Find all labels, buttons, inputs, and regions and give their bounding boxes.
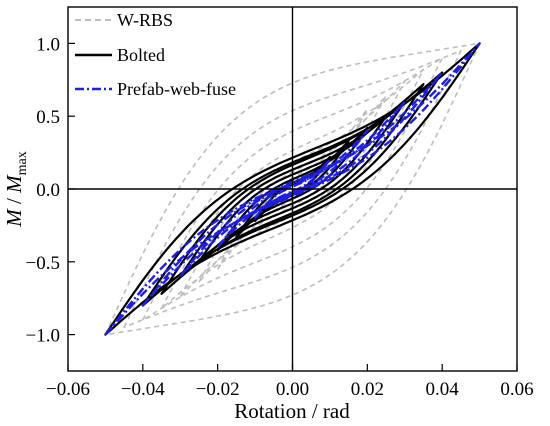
zero-lines	[68, 7, 517, 371]
legend-label-w-rbs: W-RBS	[117, 10, 173, 30]
hysteresis-loop	[141, 71, 444, 307]
legend-label-bolted: Bolted	[117, 45, 165, 65]
curve-layer	[104, 42, 481, 336]
y-axis-title-main: M	[2, 208, 26, 228]
y-tick-label: 0.0	[36, 180, 60, 201]
x-tick-label: 0.04	[426, 379, 460, 400]
hysteresis-loop	[198, 95, 387, 283]
y-axis-title-sub: max	[15, 151, 30, 175]
x-tick-label: 0.02	[351, 379, 384, 400]
legend: W-RBS Bolted Prefab-web-fuse	[75, 10, 236, 99]
y-tick-label: −1.0	[26, 326, 60, 347]
hysteresis-loop	[179, 100, 406, 278]
hysteresis-loop	[123, 49, 462, 329]
y-axis-title-denom: M	[2, 174, 26, 194]
y-tick-label: −0.5	[26, 253, 60, 274]
hysteresis-loop	[253, 158, 332, 220]
axis-ticks: −0.06 −0.04 −0.02 0.00 0.02 0.04 0.06 −1.0 −0.5 0…	[26, 34, 534, 400]
x-tick-label: −0.06	[46, 379, 90, 400]
y-axis-title-sep: /	[2, 193, 26, 209]
y-axis-title: M / Mmax	[2, 151, 30, 227]
x-tick-label: 0.00	[276, 379, 309, 400]
y-tick-label: 0.5	[36, 107, 60, 128]
hysteresis-loop	[142, 57, 443, 321]
y-tick-label: 1.0	[36, 34, 60, 55]
x-tick-label: 0.06	[500, 379, 533, 400]
series-prefab-web-fuse	[104, 42, 481, 336]
hysteresis-loop	[104, 42, 481, 336]
x-tick-label: −0.04	[121, 379, 165, 400]
x-axis-title: Rotation / rad	[234, 399, 350, 423]
legend-label-prefab-web-fuse: Prefab-web-fuse	[117, 79, 236, 99]
x-tick-label: −0.02	[196, 379, 240, 400]
